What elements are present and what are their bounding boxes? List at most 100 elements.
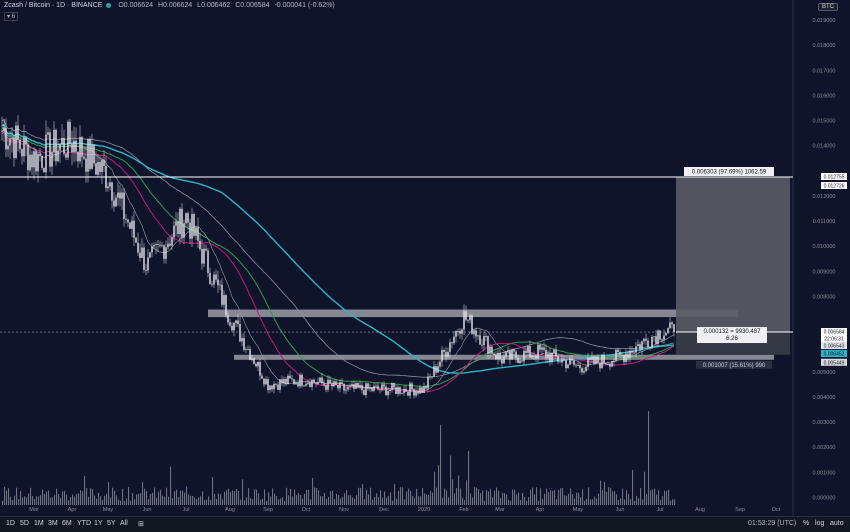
candle-body (281, 379, 283, 384)
volume-bar (376, 493, 378, 505)
range-6m[interactable]: 6M (62, 520, 72, 527)
candle-body (641, 341, 643, 350)
candle-body (467, 319, 469, 321)
clock[interactable]: 01:53:29 (UTC) (748, 520, 797, 527)
volume-bar (378, 497, 380, 505)
volume-bar (8, 488, 10, 505)
price-tag: 0.006543 (824, 344, 845, 350)
volume-bar (590, 499, 592, 505)
volume-bar (140, 493, 142, 505)
volume-bar (138, 494, 140, 505)
volume-bar (382, 497, 384, 505)
volume-bar (434, 471, 436, 505)
candle-body (287, 375, 289, 385)
measure-label-top-bg (684, 167, 774, 177)
volume-bar (608, 487, 610, 505)
candle-body (141, 247, 143, 258)
percent-toggle[interactable]: % (803, 520, 810, 527)
range-ytd[interactable]: YTD (77, 520, 91, 527)
volume-bar (540, 488, 542, 505)
candle-body (653, 336, 655, 338)
candle-body (307, 382, 309, 384)
candle-body (531, 355, 533, 358)
candle-body (77, 151, 79, 162)
candle-body (427, 376, 429, 389)
candle-body (213, 274, 215, 285)
volume-bar (360, 487, 362, 505)
volume-bar (76, 494, 78, 505)
currency-badge[interactable]: BTC (818, 3, 838, 11)
candle-body (251, 358, 253, 360)
log-toggle[interactable]: log (815, 520, 825, 527)
open-label: O (118, 2, 124, 9)
volume-bar (200, 496, 202, 505)
candle-body (305, 383, 307, 386)
x-tick-label: Feb (459, 507, 468, 513)
x-tick-label: Oct (772, 507, 781, 513)
time-axis[interactable]: Mar Apr May Jun Jul Aug Sep Oct Nov Dec 2020 Feb Mar… (29, 507, 780, 513)
measure-label-bottom: 0.001007 (15.61%) 990 (703, 363, 766, 369)
candle-body (369, 387, 371, 389)
date-range-icon[interactable]: ⊞ (138, 521, 144, 528)
candle-body (435, 366, 437, 373)
candle-body (189, 222, 191, 239)
candle-body (91, 144, 93, 169)
candle-body (221, 284, 223, 305)
candle-body (19, 139, 21, 150)
volume-bar (110, 497, 112, 505)
volume-bar (146, 491, 148, 505)
volume-bar (414, 497, 416, 505)
candle-body (127, 219, 129, 223)
candle-body (289, 375, 291, 379)
range-1y[interactable]: 1Y (94, 520, 103, 527)
volume-bar (384, 491, 386, 505)
range-3m[interactable]: 3M (48, 520, 58, 527)
volume-bar (22, 497, 24, 505)
volume-bar (438, 465, 440, 505)
volume-bar (122, 488, 124, 505)
candle-body (259, 361, 261, 376)
volume-bar (206, 499, 208, 505)
volume-bar (606, 491, 608, 505)
volume-bar (68, 500, 70, 505)
volume-bar (566, 495, 568, 505)
range-1d[interactable]: 1D (6, 520, 15, 527)
candle-body (377, 385, 379, 390)
range-5d[interactable]: 5D (20, 520, 29, 527)
volume-bar (228, 488, 230, 505)
candle-body (113, 200, 115, 207)
candle-body (191, 214, 193, 239)
symbol-title[interactable]: Zcash / Bitcoin · 1D · BINANCE (4, 2, 103, 9)
measure-label-mid-line2: 6.26 (726, 336, 738, 342)
candle-body (7, 145, 9, 150)
price-chart[interactable]: 0.006303 (97.69%) 1062.59 0.000132 = 9930… (0, 0, 850, 516)
volume-bar (452, 479, 454, 505)
volume-bar (176, 489, 178, 505)
candle-body (177, 221, 179, 234)
candle-body (41, 156, 43, 168)
range-5y[interactable]: 5Y (107, 520, 116, 527)
candle-body (61, 138, 63, 145)
volume-bar (440, 425, 442, 505)
candle-body (553, 349, 555, 353)
candle-body (143, 247, 145, 270)
range-1m[interactable]: 1M (34, 520, 44, 527)
candle-body (157, 244, 159, 246)
volume-bar (432, 492, 434, 505)
volume-bar (632, 470, 634, 505)
volume-bar (442, 497, 444, 505)
volume-bar (288, 495, 290, 505)
candle-body (21, 149, 23, 157)
candle-body (183, 223, 185, 238)
close-label: C (235, 2, 241, 9)
indicator-toggle[interactable]: ▾ 6 (4, 12, 19, 21)
range-all[interactable]: All (120, 520, 128, 527)
auto-toggle[interactable]: auto (830, 520, 844, 527)
volume-bar (364, 499, 366, 505)
volume-bar (238, 490, 240, 505)
volume-bar (300, 494, 302, 505)
price-axis[interactable]: 0.019000 0.018000 0.017000 0.016000 0.015000… (813, 18, 847, 501)
candle-body (335, 381, 337, 385)
volume-bar (62, 491, 64, 505)
